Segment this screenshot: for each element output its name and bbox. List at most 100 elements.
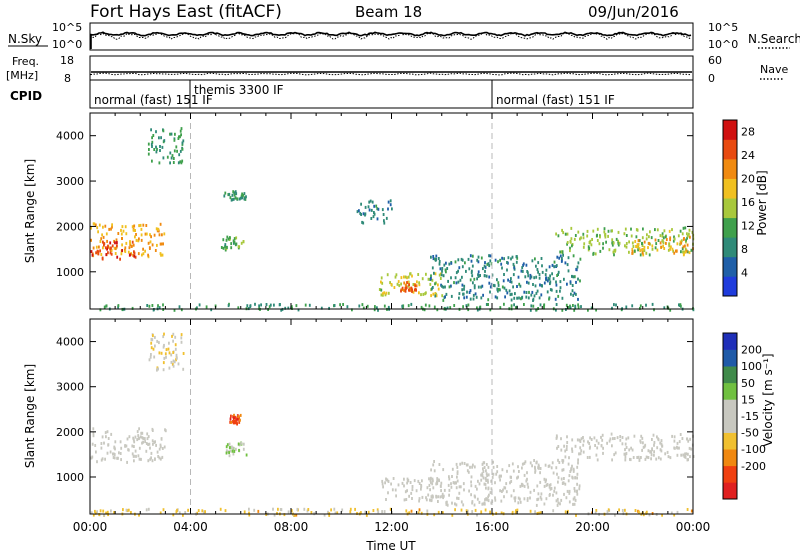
velocity-echo-cell xyxy=(172,339,174,343)
velocity-echo-cell xyxy=(471,510,474,514)
velocity-echo-cell xyxy=(602,446,604,450)
velocity-echo-cell xyxy=(392,477,395,480)
velocity-colorbar-segment xyxy=(723,465,737,483)
power-colorbar-tick: 4 xyxy=(741,267,748,280)
velocity-echo-cell xyxy=(248,507,250,511)
power-echo-cell xyxy=(128,253,131,257)
power-echo-cell xyxy=(654,238,657,242)
velocity-echo-cell xyxy=(536,484,539,488)
velocity-echo-cell xyxy=(664,452,667,456)
velocity-echo-cell xyxy=(509,475,512,479)
velocity-echo-cell xyxy=(624,508,626,512)
velocity-echo-cell xyxy=(631,448,634,452)
velocity-echo-cell xyxy=(610,432,613,436)
velocity-echo-cell xyxy=(676,453,679,457)
velocity-echo-cell xyxy=(467,470,470,474)
velocity-echo-cell xyxy=(133,445,135,448)
power-echo-cell xyxy=(556,255,559,259)
velocity-echo-cell xyxy=(113,453,116,456)
power-echo-cell xyxy=(545,268,548,272)
velocity-echo-cell xyxy=(580,449,583,453)
power-echo-cell xyxy=(587,308,589,312)
power-echo-cell xyxy=(479,305,482,309)
power-echo-cell xyxy=(553,260,556,264)
power-echo-cell xyxy=(686,250,689,254)
power-echo-cell xyxy=(477,255,480,259)
power-echo-cell xyxy=(113,246,116,250)
power-echo-cell xyxy=(537,261,540,265)
power-echo-cell xyxy=(617,241,620,245)
freq-tick-low: 8 xyxy=(64,72,71,85)
power-echo-cell xyxy=(605,240,607,244)
velocity-echo-cell xyxy=(107,443,110,447)
power-echo-cell xyxy=(484,261,486,265)
velocity-echo-cell xyxy=(557,476,560,480)
velocity-colorbar-tick: -200 xyxy=(741,460,766,473)
velocity-echo-cell xyxy=(229,420,232,424)
velocity-echo-cell xyxy=(154,457,156,461)
power-echo-cell xyxy=(637,248,639,252)
power-echo-cell xyxy=(634,240,637,243)
power-echo-cell xyxy=(630,234,633,238)
velocity-echo-cell xyxy=(158,447,161,451)
velocity-echo-cell xyxy=(500,499,503,503)
power-echo-cell xyxy=(230,198,233,202)
power-echo-cell xyxy=(444,285,446,289)
power-echo-cell xyxy=(435,281,437,285)
power-echo-cell xyxy=(445,292,448,296)
velocity-echo-cell xyxy=(548,484,551,487)
power-echo-cell xyxy=(690,248,693,252)
power-echo-cell xyxy=(156,243,158,247)
power-echo-cell xyxy=(241,192,243,196)
velocity-echo-cell xyxy=(651,448,653,452)
power-echo-cell xyxy=(151,304,154,307)
power-echo-cell xyxy=(476,258,479,262)
velocity-echo-cell xyxy=(557,501,560,505)
velocity-echo-cell xyxy=(461,461,464,465)
velocity-echo-cell xyxy=(539,467,542,470)
power-echo-cell xyxy=(442,285,445,289)
velocity-echo-cell xyxy=(273,513,276,517)
velocity-echo-cell xyxy=(480,510,483,514)
velocity-ylabel: Slant Range [km] xyxy=(23,364,37,468)
power-echo-cell xyxy=(172,157,175,160)
power-echo-cell xyxy=(111,244,114,248)
velocity-echo-cell xyxy=(161,447,164,450)
velocity-echo-cell xyxy=(456,475,458,479)
velocity-echo-cell xyxy=(463,462,466,465)
velocity-echo-cell xyxy=(619,435,622,438)
power-echo-cell xyxy=(240,194,243,198)
power-echo-cell xyxy=(435,294,438,298)
velocity-echo-cell xyxy=(224,509,227,513)
velocity-echo-cell xyxy=(600,444,603,448)
power-echo-cell xyxy=(110,227,112,231)
velocity-echo-cell xyxy=(147,435,150,439)
power-echo-cell xyxy=(513,296,516,300)
power-echo-cell xyxy=(590,243,593,247)
power-echo-cell xyxy=(446,267,449,270)
velocity-echo-cell xyxy=(391,488,394,492)
velocity-echo-cell xyxy=(455,462,458,466)
velocity-echo-cell xyxy=(470,475,473,479)
power-echo-cell xyxy=(412,283,415,286)
power-echo-cell xyxy=(471,264,474,268)
velocity-echo-cell xyxy=(609,437,612,441)
power-echo-cell xyxy=(416,280,418,284)
velocity-echo-cell xyxy=(575,513,577,517)
velocity-echo-cell xyxy=(588,455,591,459)
cpid-mode-1: normal (fast) 151 IF xyxy=(94,93,213,107)
power-echo-cell xyxy=(539,303,542,307)
velocity-echo-cell xyxy=(555,436,558,440)
velocity-echo-cell xyxy=(596,446,599,450)
velocity-echo-cell xyxy=(494,498,497,502)
velocity-echo-cell xyxy=(237,442,240,446)
velocity-colorbar-tick: -50 xyxy=(741,427,759,440)
power-echo-cell xyxy=(346,305,349,309)
velocity-echo-cell xyxy=(560,448,563,452)
velocity-echo-cell xyxy=(341,508,344,512)
velocity-echo-cell xyxy=(110,432,113,436)
power-echo-cell xyxy=(260,303,262,307)
power-echo-cell xyxy=(179,149,182,153)
velocity-echo-cell xyxy=(613,453,616,457)
power-echo-cell xyxy=(407,280,410,284)
